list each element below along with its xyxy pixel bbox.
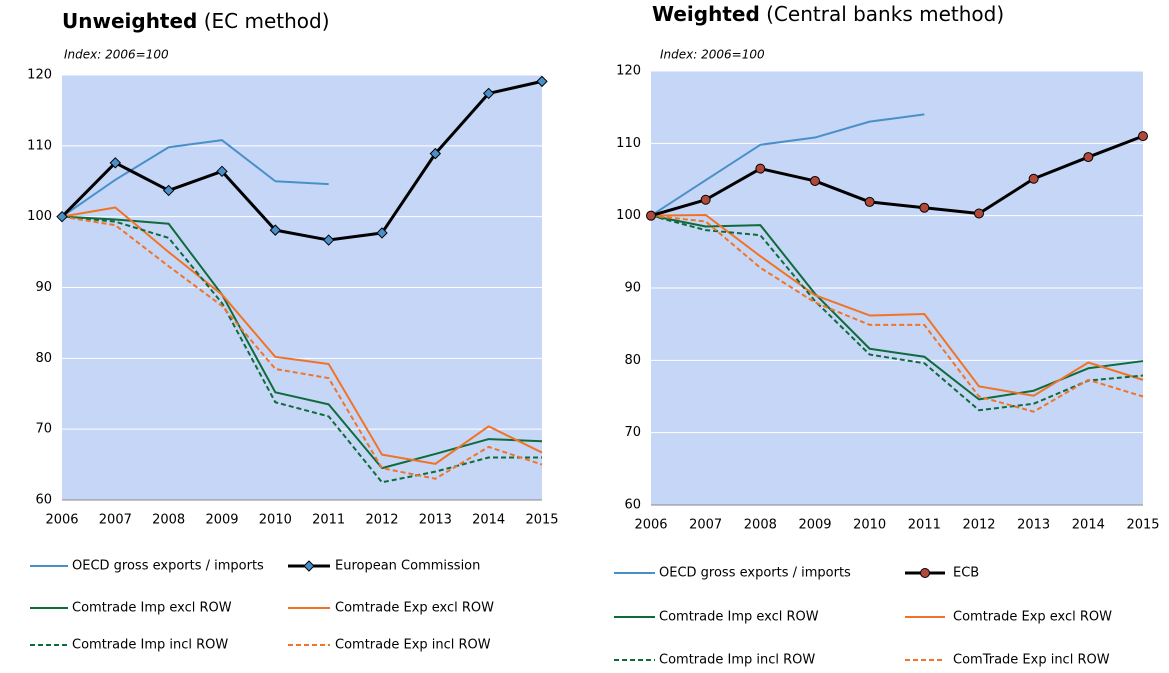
y-tick-label: 120 bbox=[616, 64, 641, 79]
x-tick-label: 2007 bbox=[689, 518, 722, 533]
x-tick-label: 2006 bbox=[45, 513, 78, 528]
x-tick-label: 2015 bbox=[1126, 518, 1159, 533]
y-tick-label: 100 bbox=[27, 209, 52, 224]
y-tick-label: 110 bbox=[27, 138, 52, 153]
series-line bbox=[61, 139, 329, 218]
marker bbox=[109, 157, 122, 169]
legend-label: Comtrade Imp incl ROW bbox=[72, 638, 228, 653]
legend-label: OECD gross exports / imports bbox=[659, 566, 851, 581]
x-tick-label: 2009 bbox=[205, 513, 238, 528]
marker bbox=[303, 560, 315, 572]
x-tick-label: 2011 bbox=[908, 518, 941, 533]
legend-label: Comtrade Imp excl ROW bbox=[659, 610, 819, 625]
marker bbox=[864, 196, 875, 207]
y-tick-label: 100 bbox=[616, 208, 641, 223]
x-tick-label: 2015 bbox=[525, 513, 558, 528]
chart: Weighted (Central banks method) Index: 20… bbox=[614, 2, 1160, 668]
legend-label: ComTrade Exp incl ROW bbox=[953, 653, 1110, 668]
x-tick-label: 2010 bbox=[853, 518, 886, 533]
marker bbox=[755, 163, 766, 174]
series-line bbox=[650, 214, 1144, 413]
legend-label: Comtrade Exp incl ROW bbox=[335, 638, 491, 653]
x-tick-label: 2012 bbox=[962, 518, 995, 533]
chart-title: Unweighted (EC method) bbox=[62, 9, 330, 33]
marker bbox=[919, 202, 930, 213]
y-tick-label: 60 bbox=[35, 493, 52, 508]
marker bbox=[1028, 173, 1039, 184]
chart-title-bold: Weighted bbox=[652, 2, 760, 26]
marker bbox=[920, 568, 930, 578]
legend-label: Comtrade Imp incl ROW bbox=[659, 653, 815, 668]
x-tick-label: 2007 bbox=[99, 513, 132, 528]
y-tick-label: 110 bbox=[616, 136, 641, 151]
marker bbox=[269, 224, 282, 236]
series-line bbox=[650, 214, 1144, 412]
marker bbox=[429, 147, 442, 160]
marker bbox=[810, 175, 820, 186]
marker bbox=[700, 194, 711, 205]
legend-label: Comtrade Exp excl ROW bbox=[335, 601, 494, 616]
y-tick-label: 120 bbox=[27, 68, 52, 83]
chart-title: Weighted (Central banks method) bbox=[652, 2, 1004, 26]
marker bbox=[322, 234, 335, 246]
x-tick-label: 2013 bbox=[419, 513, 452, 528]
x-tick-label: 2013 bbox=[1017, 518, 1050, 533]
series-line bbox=[61, 215, 542, 484]
chart-title-note: (Central banks method) bbox=[766, 2, 1004, 26]
marker bbox=[376, 227, 388, 239]
series-line bbox=[61, 215, 543, 480]
series-line bbox=[650, 113, 925, 217]
y-tick-label: 70 bbox=[35, 422, 52, 437]
x-tick-label: 2012 bbox=[365, 513, 398, 528]
x-tick-label: 2011 bbox=[312, 513, 345, 528]
legend-label: Comtrade Exp excl ROW bbox=[953, 610, 1112, 625]
marker bbox=[646, 210, 656, 221]
marker bbox=[482, 87, 495, 100]
marker bbox=[216, 165, 228, 178]
x-tick-label: 2014 bbox=[472, 513, 505, 528]
x-tick-label: 2009 bbox=[798, 518, 831, 533]
chart-title-note: (EC method) bbox=[204, 9, 330, 33]
legend-label: Comtrade Imp excl ROW bbox=[72, 601, 232, 616]
marker bbox=[162, 184, 175, 197]
series-line bbox=[60, 79, 543, 242]
y-tick-label: 90 bbox=[624, 281, 641, 296]
marker bbox=[1083, 152, 1094, 163]
y-tick-label: 80 bbox=[624, 353, 641, 368]
x-tick-label: 2006 bbox=[634, 518, 667, 533]
marker bbox=[1138, 131, 1148, 142]
legend-label: ECB bbox=[953, 566, 979, 581]
chart-title-bold: Unweighted bbox=[62, 9, 197, 33]
subtitle: Index: 2006=100 bbox=[660, 48, 765, 62]
x-tick-label: 2008 bbox=[152, 513, 185, 528]
chart: Unweighted (EC method) Index: 2006=100 60 7… bbox=[27, 9, 558, 653]
y-tick-label: 60 bbox=[624, 498, 641, 513]
series-line bbox=[61, 215, 543, 470]
y-tick-label: 70 bbox=[624, 425, 641, 440]
subtitle: Index: 2006=100 bbox=[64, 48, 169, 62]
y-tick-label: 90 bbox=[35, 280, 52, 295]
marker bbox=[974, 208, 984, 219]
legend-label: European Commission bbox=[335, 559, 480, 574]
marker bbox=[536, 75, 548, 88]
series-line bbox=[650, 213, 1144, 397]
y-tick-label: 80 bbox=[35, 351, 52, 366]
x-tick-label: 2010 bbox=[259, 513, 292, 528]
series-line bbox=[650, 134, 1144, 218]
marker bbox=[56, 210, 68, 223]
x-tick-label: 2014 bbox=[1072, 518, 1105, 533]
legend-label: OECD gross exports / imports bbox=[72, 559, 264, 574]
x-tick-label: 2008 bbox=[744, 518, 777, 533]
